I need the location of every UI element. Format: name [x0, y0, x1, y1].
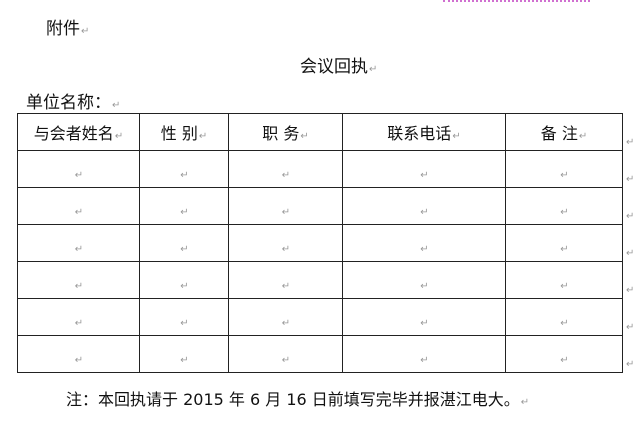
table-cell[interactable]: ↵ — [17, 224, 140, 262]
table-row: ↵ ↵ ↵ ↵ ↵ — [17, 335, 623, 373]
table-cell[interactable]: ↵ — [228, 150, 343, 188]
document-title: 会议回执↵ — [300, 52, 377, 77]
note-text: 注：本回执请于 2015 年 6 月 16 日前填写完毕并报湛江电大。↵ — [66, 390, 530, 409]
table-cell[interactable]: ↵ — [17, 261, 140, 299]
table-cell[interactable]: ↵ — [505, 335, 623, 373]
paragraph-mark-icon: ↵ — [74, 244, 84, 255]
table-row: ↵ ↵ ↵ ↵ ↵ — [17, 261, 623, 299]
table-cell[interactable]: ↵ — [228, 335, 343, 373]
header-cell-position[interactable]: 职 务↵ — [228, 113, 343, 151]
paragraph-mark-icon: ↵ — [180, 170, 189, 181]
paragraph-mark-icon: ↵ — [420, 244, 429, 255]
paragraph-mark-icon: ↵ — [560, 355, 569, 366]
paragraph-mark-icon: ↵ — [369, 64, 378, 75]
table-cell[interactable]: ↵ — [139, 261, 229, 299]
paragraph-mark-icon: ↵ — [560, 318, 569, 329]
paragraph-mark-icon: ↵ — [112, 100, 121, 111]
table-row: ↵ ↵ ↵ ↵ ↵ — [17, 298, 623, 336]
table-cell[interactable]: ↵ — [17, 335, 140, 373]
table-cell[interactable]: ↵ — [505, 150, 623, 188]
paragraph-mark-icon: ↵ — [281, 355, 291, 366]
table-cell[interactable]: ↵ — [228, 298, 343, 336]
table-cell[interactable]: ↵ — [505, 261, 623, 299]
paragraph-mark-icon: ↵ — [520, 397, 530, 408]
table-cell[interactable]: ↵ — [139, 187, 229, 225]
table-cell[interactable]: ↵ — [342, 335, 506, 373]
table-cell[interactable]: ↵ — [342, 298, 506, 336]
paragraph-mark-icon: ↵ — [74, 170, 84, 181]
paragraph-mark-icon: ↵ — [180, 318, 189, 329]
paragraph-mark-icon: ↵ — [560, 244, 569, 255]
paragraph-mark-icon: ↵ — [180, 207, 189, 218]
table-cell[interactable]: ↵ — [342, 187, 506, 225]
attachment-text: 附件 — [46, 19, 80, 39]
table-header-row: 与会者姓名↵ 性 别↵ 职 务↵ 联系电话↵ 备 注↵ — [17, 113, 623, 151]
table-cell[interactable]: ↵ — [228, 261, 343, 299]
table-cell[interactable]: ↵ — [139, 298, 229, 336]
table-cell[interactable]: ↵ — [139, 224, 229, 262]
paragraph-mark-icon: ↵ — [180, 355, 189, 366]
paragraph-mark-icon: ↵ — [281, 281, 291, 292]
table-cell[interactable]: ↵ — [228, 224, 343, 262]
header-cell-remarks[interactable]: 备 注↵ — [505, 113, 623, 151]
table-cell[interactable]: ↵ — [139, 335, 229, 373]
paragraph-mark-icon: ↵ — [420, 281, 429, 292]
paragraph-mark-icon: ↵ — [560, 170, 569, 181]
row-end-mark-icon: ↵ — [626, 284, 635, 296]
header-cell-gender[interactable]: 性 别↵ — [139, 113, 229, 151]
header-cell-name[interactable]: 与会者姓名↵ — [17, 113, 140, 151]
header-cell-phone[interactable]: 联系电话↵ — [342, 113, 506, 151]
row-end-mark-icon: ↵ — [626, 173, 635, 185]
paragraph-mark-icon: ↵ — [560, 281, 569, 292]
paragraph-mark-icon: ↵ — [74, 318, 84, 329]
row-end-mark-icon: ↵ — [626, 247, 635, 259]
table-cell[interactable]: ↵ — [342, 150, 506, 188]
page-margin-marker — [443, 0, 590, 2]
attachment-label: 附件↵ — [46, 14, 89, 39]
table-cell[interactable]: ↵ — [139, 150, 229, 188]
table-cell[interactable]: ↵ — [17, 298, 140, 336]
table-cell[interactable]: ↵ — [228, 187, 343, 225]
table-cell[interactable]: ↵ — [17, 150, 140, 188]
paragraph-mark-icon: ↵ — [180, 244, 189, 255]
table-cell[interactable]: ↵ — [342, 224, 506, 262]
paragraph-mark-icon: ↵ — [420, 170, 429, 181]
paragraph-mark-icon: ↵ — [74, 355, 84, 366]
table-cell[interactable]: ↵ — [505, 187, 623, 225]
table-row: ↵ ↵ ↵ ↵ ↵ — [17, 150, 623, 188]
table-row: ↵ ↵ ↵ ↵ ↵ — [17, 187, 623, 225]
paragraph-mark-icon: ↵ — [81, 26, 90, 37]
paragraph-mark-icon: ↵ — [180, 281, 189, 292]
paragraph-mark-icon: ↵ — [74, 281, 84, 292]
row-end-mark-icon: ↵ — [626, 210, 635, 222]
paragraph-mark-icon: ↵ — [560, 207, 569, 218]
paragraph-mark-icon: ↵ — [281, 318, 291, 329]
row-end-mark-icon: ↵ — [626, 321, 635, 333]
paragraph-mark-icon: ↵ — [420, 355, 429, 366]
table-cell[interactable]: ↵ — [505, 298, 623, 336]
title-text: 会议回执 — [300, 57, 368, 77]
paragraph-mark-icon: ↵ — [281, 207, 291, 218]
reply-table: 与会者姓名↵ 性 别↵ 职 务↵ 联系电话↵ 备 注↵ ↵ ↵ ↵ ↵ ↵ ↵ ↵ ↵ ↵ ↵ ↵ ↵… — [17, 113, 623, 373]
paragraph-mark-icon: ↵ — [74, 207, 84, 218]
row-end-mark-icon: ↵ — [626, 358, 635, 370]
row-end-mark-icon: ↵ — [626, 136, 635, 148]
table-cell[interactable]: ↵ — [505, 224, 623, 262]
paragraph-mark-icon: ↵ — [420, 318, 429, 329]
unit-name-text: 单位名称： — [26, 93, 111, 113]
table-cell[interactable]: ↵ — [17, 187, 140, 225]
unit-name-label: 单位名称：↵ — [26, 88, 120, 113]
paragraph-mark-icon: ↵ — [281, 244, 291, 255]
paragraph-mark-icon: ↵ — [420, 207, 429, 218]
paragraph-mark-icon: ↵ — [281, 170, 291, 181]
table-cell[interactable]: ↵ — [342, 261, 506, 299]
table-row: ↵ ↵ ↵ ↵ ↵ — [17, 224, 623, 262]
